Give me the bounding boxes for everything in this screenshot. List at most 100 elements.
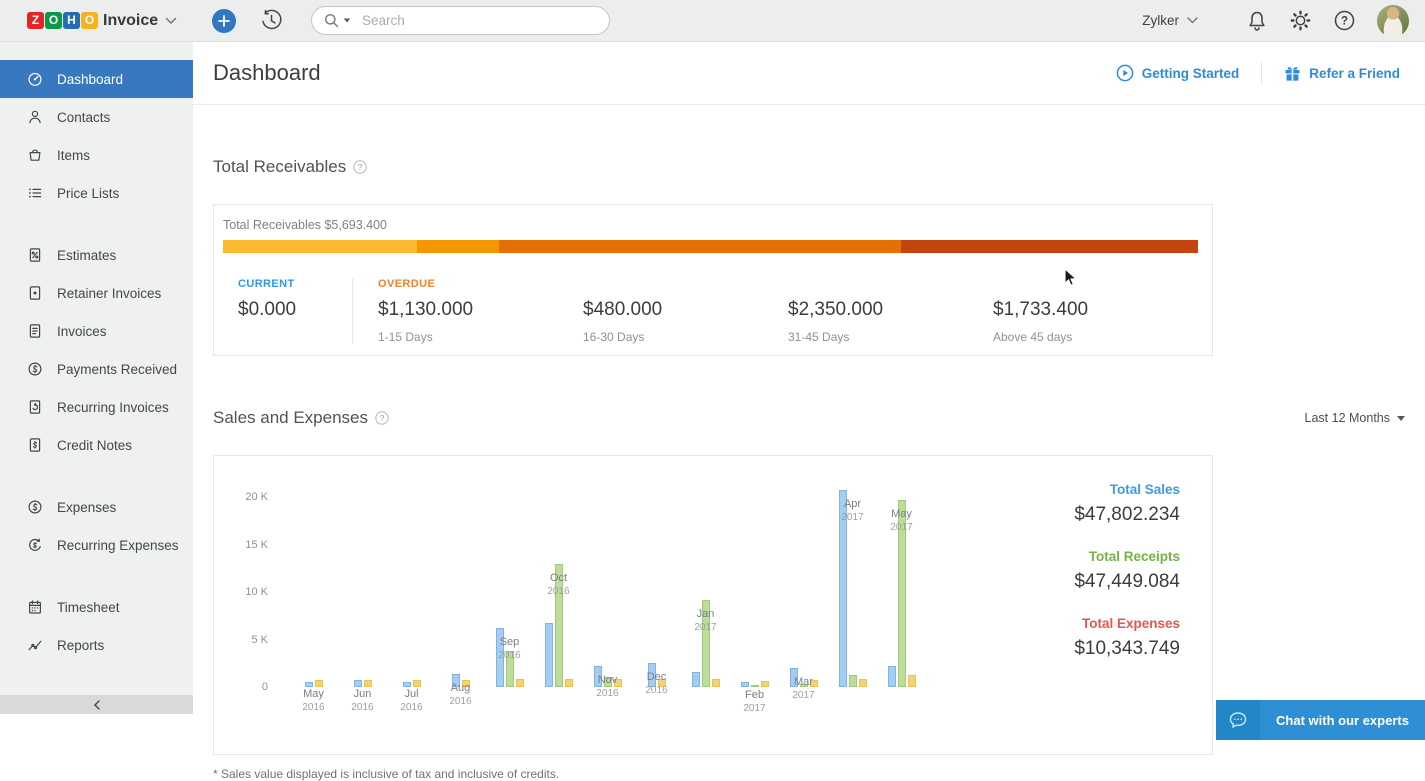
bar-expenses[interactable] bbox=[461, 680, 470, 688]
progress-segment-16-30-days[interactable] bbox=[416, 240, 499, 254]
zoho-letter-box: Z bbox=[27, 12, 44, 29]
total-label[interactable]: Total Receipts bbox=[1088, 549, 1180, 565]
sidebar-item-reports[interactable]: Reports bbox=[0, 626, 193, 664]
sidebar-item-recurring-expenses[interactable]: Recurring Expenses bbox=[0, 526, 193, 564]
svg-text:?: ? bbox=[1341, 16, 1348, 28]
bar-sales[interactable] bbox=[304, 682, 313, 688]
bar-sales[interactable] bbox=[544, 623, 553, 688]
chart-month-jul-2016: Jul 2016 bbox=[387, 680, 436, 713]
chat-bubble-icon bbox=[1216, 700, 1260, 740]
bar-receipts[interactable] bbox=[799, 684, 808, 688]
help-circle-icon[interactable]: ? bbox=[353, 160, 367, 174]
bar-expenses[interactable] bbox=[858, 679, 867, 688]
total-label[interactable]: Total Sales bbox=[1109, 482, 1180, 498]
sidebar-group: Timesheet Reports bbox=[0, 588, 193, 664]
date-range-selector[interactable]: Last 12 Months bbox=[1305, 411, 1405, 425]
bar-expenses[interactable] bbox=[613, 679, 622, 688]
help-icon: ? bbox=[1334, 10, 1355, 31]
bar-expenses[interactable] bbox=[711, 679, 720, 688]
chevron-down-icon bbox=[165, 17, 177, 24]
bar-sales[interactable] bbox=[593, 666, 602, 688]
payments-received-icon bbox=[27, 361, 43, 377]
user-avatar[interactable] bbox=[1377, 4, 1409, 37]
settings-button[interactable] bbox=[1290, 10, 1311, 31]
sidebar-item-contacts[interactable]: Contacts bbox=[0, 98, 193, 136]
svg-text:?: ? bbox=[380, 413, 385, 423]
bar-expenses[interactable] bbox=[314, 680, 323, 688]
getting-started-link[interactable]: Getting Started bbox=[1116, 64, 1240, 82]
bar-sales[interactable] bbox=[451, 674, 460, 688]
y-axis-tick: 5 K bbox=[251, 633, 268, 646]
global-search[interactable] bbox=[311, 6, 610, 35]
bar-receipts[interactable] bbox=[897, 500, 906, 688]
bar-expenses[interactable] bbox=[907, 675, 916, 688]
progress-segment-1-15-days[interactable] bbox=[223, 240, 417, 254]
bar-sales[interactable] bbox=[740, 682, 749, 688]
sidebar-item-recurring-invoices[interactable]: Recurring Invoices bbox=[0, 388, 193, 426]
gift-icon bbox=[1285, 66, 1300, 81]
quick-create-button[interactable] bbox=[212, 8, 236, 33]
bar-receipts[interactable] bbox=[701, 600, 710, 688]
bar-receipts[interactable] bbox=[750, 685, 759, 688]
sidebar-item-label: Reports bbox=[57, 637, 105, 653]
getting-started-label: Getting Started bbox=[1141, 65, 1240, 81]
chat-with-experts-button[interactable]: Chat with our experts bbox=[1216, 700, 1425, 740]
bar-sales[interactable] bbox=[353, 680, 362, 688]
bar-expenses[interactable] bbox=[363, 680, 372, 688]
notifications-button[interactable] bbox=[1247, 10, 1267, 32]
current-column: CURRENT $0.000 bbox=[223, 278, 352, 344]
dashboard-icon bbox=[27, 71, 43, 87]
sidebar-item-dashboard[interactable]: Dashboard bbox=[0, 60, 193, 98]
sidebar-item-payments-received[interactable]: Payments Received bbox=[0, 350, 193, 388]
bar-sales[interactable] bbox=[838, 490, 847, 688]
bar-expenses[interactable] bbox=[412, 680, 421, 688]
bar-receipts[interactable] bbox=[603, 677, 612, 688]
bar-receipts[interactable] bbox=[848, 675, 857, 688]
sidebar-item-expenses[interactable]: Expenses bbox=[0, 488, 193, 526]
bar-expenses[interactable] bbox=[760, 681, 769, 688]
bar-sales[interactable] bbox=[887, 666, 896, 688]
chart-totals-panel: Total Sales $47,802.234 Total Receipts $47,… bbox=[1074, 482, 1180, 683]
sidebar-item-label: Retainer Invoices bbox=[57, 285, 162, 301]
sidebar-group: Dashboard Contacts Items Price Lists bbox=[0, 60, 193, 212]
refer-friend-link[interactable]: Refer a Friend bbox=[1284, 65, 1400, 82]
bar-sales[interactable] bbox=[789, 668, 798, 688]
search-scope-caret-icon[interactable] bbox=[343, 18, 351, 23]
bar-expenses[interactable] bbox=[564, 679, 573, 688]
sidebar-item-timesheet[interactable]: Timesheet bbox=[0, 588, 193, 626]
bar-expenses[interactable] bbox=[809, 680, 818, 688]
bar-receipts[interactable] bbox=[505, 651, 514, 688]
total-label[interactable]: Total Expenses bbox=[1081, 616, 1180, 632]
chart-month-may-2017: May 2017 bbox=[877, 500, 926, 688]
sidebar-item-credit-notes[interactable]: Credit Notes bbox=[0, 426, 193, 464]
bucket-range: 16-30 Days bbox=[583, 330, 645, 345]
bar-expenses[interactable] bbox=[657, 679, 666, 688]
progress-segment-above-45-days[interactable] bbox=[901, 240, 1198, 254]
sidebar-item-retainer-invoices[interactable]: Retainer Invoices bbox=[0, 274, 193, 312]
bar-sales[interactable] bbox=[495, 628, 504, 688]
sidebar-item-estimates[interactable]: Estimates bbox=[0, 236, 193, 274]
sidebar-item-invoices[interactable]: Invoices bbox=[0, 312, 193, 350]
help-button[interactable]: ? bbox=[1334, 10, 1355, 31]
header-links-divider bbox=[1261, 62, 1263, 84]
bar-sales[interactable] bbox=[402, 682, 411, 688]
search-input[interactable] bbox=[360, 12, 597, 29]
bar-sales[interactable] bbox=[691, 672, 700, 688]
zoho-letter-box: H bbox=[63, 12, 80, 29]
sidebar-item-label: Contacts bbox=[57, 109, 111, 125]
recent-history-button[interactable] bbox=[260, 9, 283, 32]
invoices-icon bbox=[27, 323, 43, 339]
sidebar-collapse-button[interactable] bbox=[0, 695, 193, 714]
bar-sales[interactable] bbox=[647, 663, 656, 688]
org-switcher[interactable]: Zylker bbox=[1142, 13, 1198, 28]
bucket-range: 1-15 Days bbox=[378, 330, 433, 345]
progress-segment-31-45-days[interactable] bbox=[498, 240, 902, 254]
bar-expenses[interactable] bbox=[515, 679, 524, 688]
retainer-invoices-icon bbox=[27, 285, 43, 301]
page-header: Dashboard Getting Started Refer a Friend bbox=[193, 42, 1425, 105]
bar-receipts[interactable] bbox=[554, 564, 563, 688]
help-circle-icon[interactable]: ? bbox=[375, 411, 389, 426]
sidebar-item-price-lists[interactable]: Price Lists bbox=[0, 174, 193, 212]
sidebar-item-items[interactable]: Items bbox=[0, 136, 193, 174]
